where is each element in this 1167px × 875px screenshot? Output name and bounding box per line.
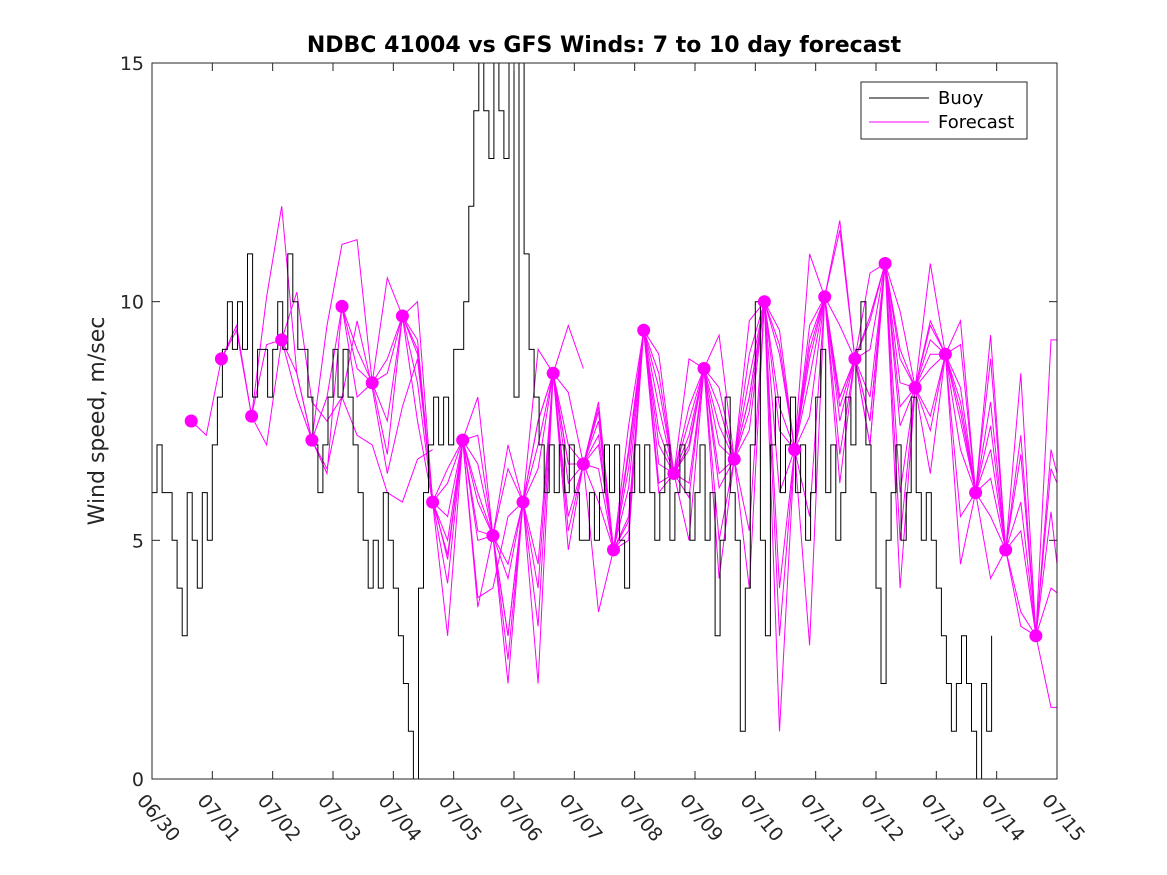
forecast-marker-19 bbox=[757, 295, 771, 309]
forecast-line-22 bbox=[854, 263, 1057, 636]
forecast-marker-4 bbox=[305, 433, 319, 447]
legend: Buoy Forecast bbox=[860, 81, 1028, 140]
forecast-line-19 bbox=[763, 263, 1037, 636]
forecast-marker-1 bbox=[214, 352, 228, 366]
forecast-marker-23 bbox=[878, 257, 892, 270]
forecast-line-12 bbox=[552, 296, 826, 646]
legend-label-forecast: Forecast bbox=[938, 112, 1014, 133]
forecast-line-9 bbox=[462, 330, 735, 684]
forecast-line-14 bbox=[613, 263, 886, 636]
forecast-marker-22 bbox=[848, 352, 862, 366]
forecast-line-20 bbox=[794, 262, 1057, 636]
forecast-marker-13 bbox=[576, 457, 590, 471]
forecast-marker-27 bbox=[999, 543, 1013, 557]
forecast-marker-5 bbox=[335, 299, 349, 313]
forecast-marker-16 bbox=[667, 467, 681, 480]
forecast-marker-21 bbox=[818, 290, 832, 304]
forecast-marker-26 bbox=[969, 486, 983, 500]
forecast-line-10 bbox=[492, 301, 765, 566]
forecast-marker-28 bbox=[1029, 629, 1043, 643]
forecast-line-6 bbox=[371, 315, 645, 660]
forecast-marker-15 bbox=[637, 323, 651, 337]
forecast-marker-10 bbox=[486, 529, 500, 543]
legend-box bbox=[860, 81, 1028, 140]
forecast-line-0 bbox=[190, 291, 433, 503]
forecast-line-8 bbox=[432, 330, 705, 684]
forecast-line-1 bbox=[220, 206, 494, 560]
forecast-line-2 bbox=[251, 238, 524, 599]
y-tick-label-2: 10 bbox=[120, 292, 144, 314]
forecast-line-4 bbox=[311, 306, 584, 636]
forecast-marker-25 bbox=[938, 347, 952, 361]
axes-box bbox=[151, 62, 1058, 780]
chart-title: NDBC 41004 vs GFS Winds: 7 to 10 day for… bbox=[307, 33, 902, 58]
forecast-marker-0 bbox=[184, 414, 198, 428]
forecast-line-11 bbox=[522, 301, 796, 550]
forecast-marker-9 bbox=[456, 433, 470, 447]
forecast-marker-11 bbox=[516, 495, 530, 509]
forecast-marker-12 bbox=[546, 366, 560, 380]
forecast-line-3 bbox=[281, 275, 554, 584]
y-axis-label: Wind speed, m/sec bbox=[85, 317, 110, 526]
buoy-line bbox=[152, 63, 993, 779]
y-tick-label-1: 5 bbox=[132, 530, 144, 552]
forecast-marker-6 bbox=[365, 376, 379, 390]
forecast-line-13 bbox=[582, 229, 856, 552]
forecast-marker-24 bbox=[908, 381, 922, 395]
forecast-marker-17 bbox=[697, 362, 711, 375]
forecast-marker-7 bbox=[395, 309, 409, 323]
y-tick-label-0: 0 bbox=[132, 769, 144, 791]
forecast-marker-20 bbox=[788, 443, 802, 457]
y-tick-label-3: 15 bbox=[120, 53, 144, 75]
forecast-marker-8 bbox=[426, 495, 440, 509]
plot-series-group bbox=[152, 63, 1057, 779]
forecast-line-16 bbox=[673, 253, 946, 589]
forecast-marker-18 bbox=[727, 452, 741, 466]
legend-label-buoy: Buoy bbox=[938, 88, 984, 109]
forecast-marker-2 bbox=[245, 409, 259, 423]
forecast-marker-14 bbox=[607, 543, 620, 557]
forecast-marker-3 bbox=[275, 333, 289, 347]
forecast-line-24 bbox=[914, 354, 1057, 637]
forecast-line-7 bbox=[401, 315, 675, 636]
